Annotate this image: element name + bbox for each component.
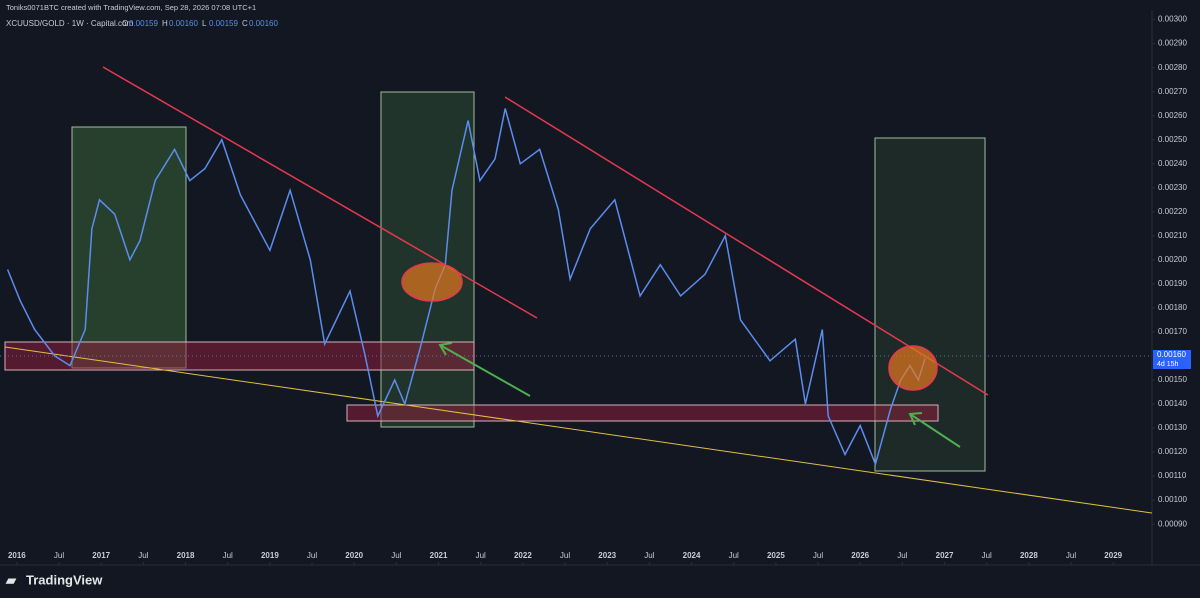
x-tick-label: Jul: [476, 551, 486, 560]
ohlc-value: 0.00160: [169, 19, 198, 28]
support-zone: [346, 404, 939, 422]
x-tick-label: Jul: [560, 551, 570, 560]
y-tick-label: 0.00220: [1158, 207, 1187, 216]
y-tick-label: 0.00120: [1158, 447, 1187, 456]
x-tick-label: 2020: [345, 551, 363, 560]
y-tick-label: 0.00250: [1158, 135, 1187, 144]
x-tick-label: 2028: [1020, 551, 1038, 560]
symbol: XCUUSD/GOLD · 1W · Capital.com: [6, 19, 133, 28]
x-tick-label: Jul: [391, 551, 401, 560]
arrow-head: [908, 412, 923, 426]
ohlc: O 0.00159 H 0.00160 L 0.00159 C 0.00160: [122, 19, 278, 28]
zone-rect: [380, 91, 475, 428]
ohlc-value: 0.00160: [249, 19, 278, 28]
x-tick-label: 2024: [683, 551, 701, 560]
y-tick-label: 0.00110: [1158, 471, 1187, 480]
y-tick-label: 0.00180: [1158, 303, 1187, 312]
ohlc-label: O: [122, 19, 128, 28]
arrow: [439, 344, 531, 397]
highlight: [401, 262, 463, 302]
brand-logo: ▰: [5, 572, 17, 587]
y-tick-label: 0.00280: [1158, 63, 1187, 72]
x-tick-label: Jul: [223, 551, 233, 560]
y-tick-label: 0.00170: [1158, 327, 1187, 336]
x-tick-label: 2016: [8, 551, 26, 560]
y-tick-label: 0.00270: [1158, 87, 1187, 96]
y-tick-label: 0.00230: [1158, 183, 1187, 192]
y-tick-label: 0.00240: [1158, 159, 1187, 168]
highlight: [888, 345, 938, 391]
x-tick-label: 2017: [92, 551, 110, 560]
y-tick-label: 0.00300: [1158, 15, 1187, 24]
x-tick-label: 2025: [767, 551, 785, 560]
ohlc-value: 0.00159: [209, 19, 238, 28]
ohlc-value: 0.00159: [129, 19, 158, 28]
last-price-box: [1153, 350, 1191, 369]
y-tick-label: 0.00150: [1158, 375, 1187, 384]
x-tick-label: Jul: [644, 551, 654, 560]
price-line-series: [6, 108, 926, 467]
ohlc-label: C: [242, 19, 248, 28]
x-tick-label: 2026: [851, 551, 869, 560]
ohlc-label: L: [202, 19, 207, 28]
x-tick-label: Jul: [982, 551, 992, 560]
y-tick-label: 0.00210: [1158, 231, 1187, 240]
x-tick-label: 2021: [430, 551, 448, 560]
header-text: Toniks0071BTC created with TradingView.c…: [6, 3, 256, 12]
x-tick-label: Jul: [897, 551, 907, 560]
y-tick-label: 0.00260: [1158, 111, 1187, 120]
y-tick-label: 0.00190: [1158, 279, 1187, 288]
x-tick-label: Jul: [307, 551, 317, 560]
x-tick-label: Jul: [813, 551, 823, 560]
arrow: [909, 413, 961, 448]
brand: TradingView: [26, 572, 103, 587]
x-tick-label: 2018: [177, 551, 195, 560]
x-tick-label: 2027: [936, 551, 954, 560]
ohlc-label: H: [162, 19, 168, 28]
trendline: [504, 96, 989, 396]
drawings-top: [401, 262, 961, 448]
trendline: [4, 346, 1153, 514]
y-tick-label: 0.00200: [1158, 255, 1187, 264]
zone-rect: [71, 126, 187, 369]
x-tick-label: 2023: [598, 551, 616, 560]
x-tick-label: Jul: [54, 551, 64, 560]
last-price: 0.00160: [1157, 350, 1186, 359]
x-tick-label: Jul: [1066, 551, 1076, 560]
y-tick-label: 0.00090: [1158, 519, 1187, 528]
x-tick-label: Jul: [138, 551, 148, 560]
trendline: [102, 66, 538, 319]
x-tick-label: 2022: [514, 551, 532, 560]
x-tick-label: Jul: [729, 551, 739, 560]
x-tick-label: 2019: [261, 551, 279, 560]
y-tick-label: 0.00140: [1158, 399, 1187, 408]
countdown: 4d 15h: [1157, 361, 1179, 368]
y-tick-label: 0.00100: [1158, 495, 1187, 504]
arrow-head: [438, 342, 453, 356]
support-zone: [4, 341, 475, 371]
plot: [6, 108, 926, 467]
y-tick-label: 0.00130: [1158, 423, 1187, 432]
x-tick-label: 2029: [1104, 551, 1122, 560]
y-tick-label: 0.00290: [1158, 39, 1187, 48]
